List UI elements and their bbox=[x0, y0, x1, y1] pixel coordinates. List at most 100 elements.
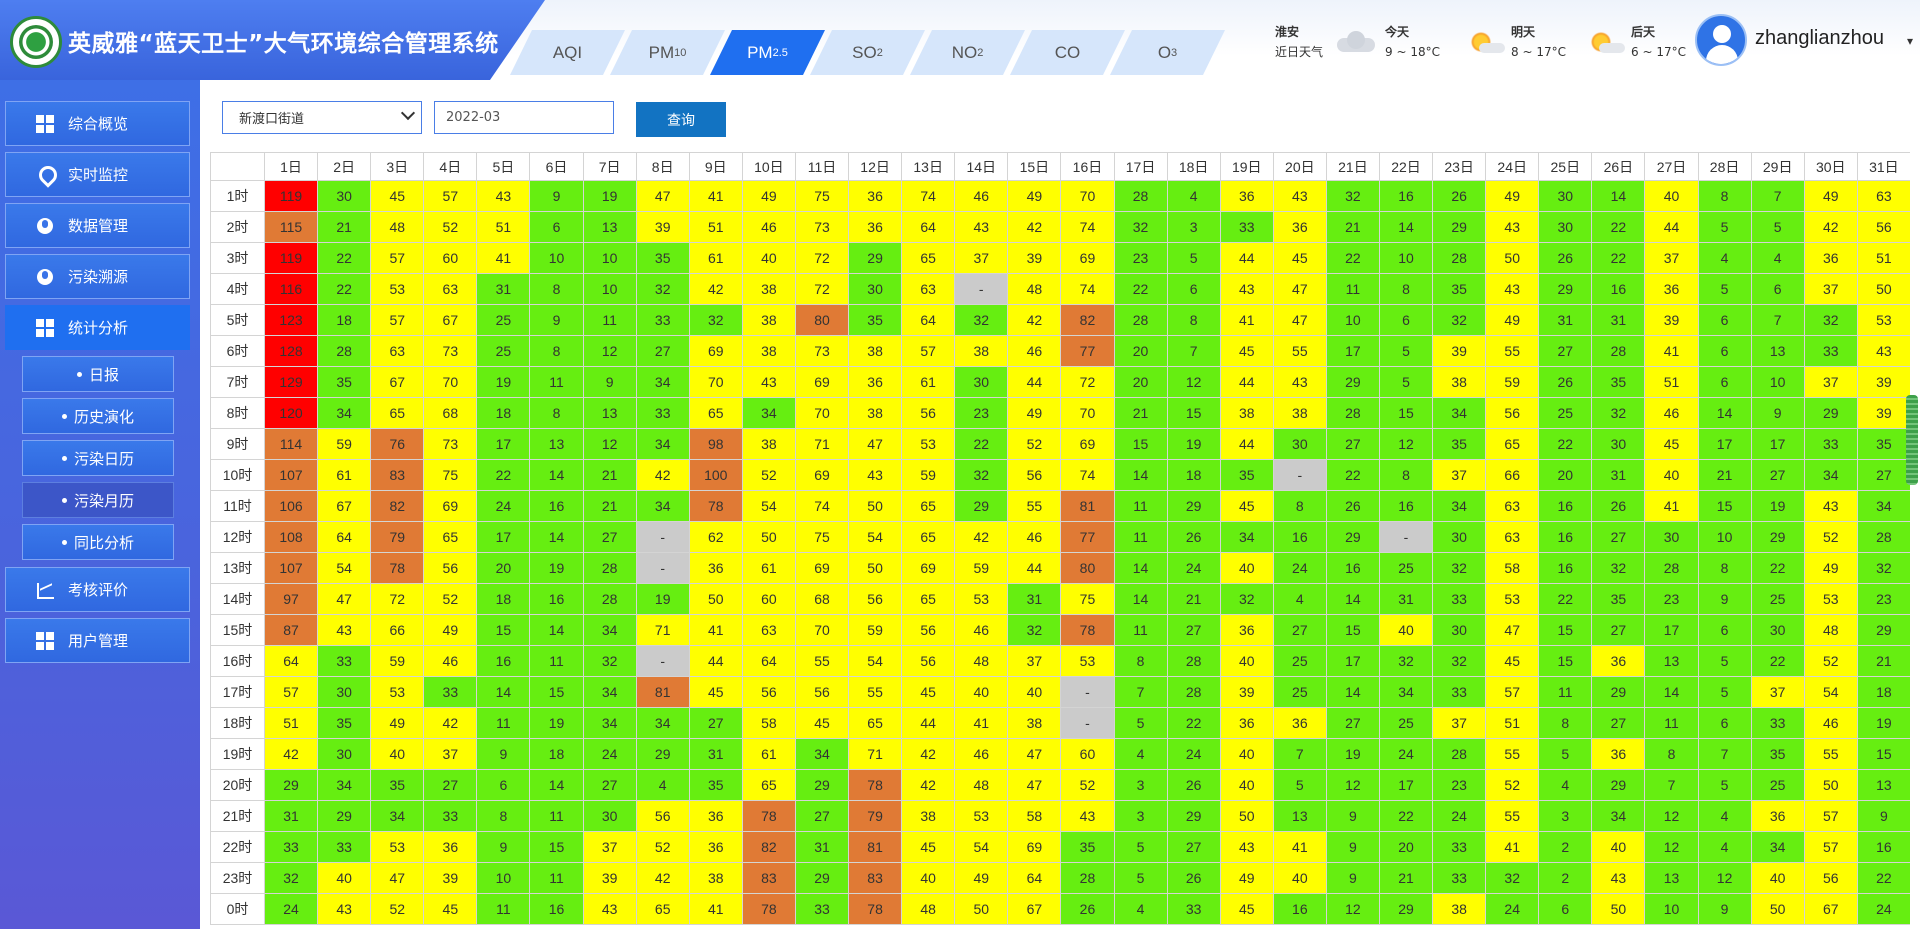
pm25-cell: 55 bbox=[1485, 738, 1540, 770]
pm25-cell: 5 bbox=[1166, 242, 1221, 274]
tab-label: SO bbox=[852, 42, 877, 62]
pm25-cell: 14 bbox=[1644, 676, 1699, 708]
pm25-cell: 18 bbox=[1856, 676, 1910, 708]
station-select[interactable]: 新渡口街道 bbox=[222, 101, 422, 134]
username[interactable]: zhanglianzhou bbox=[1755, 27, 1884, 49]
pm25-cell: 59 bbox=[848, 614, 903, 646]
pm25-cell: 20 bbox=[1538, 459, 1593, 491]
pm25-cell: 32 bbox=[1325, 180, 1380, 212]
subnav-daily-report[interactable]: 日报 bbox=[22, 356, 174, 392]
pm25-cell: 28 bbox=[1113, 180, 1168, 212]
pm25-cell: 14 bbox=[529, 521, 584, 553]
pm25-cell: 43 bbox=[1272, 366, 1327, 398]
pm25-cell: 70 bbox=[1060, 180, 1115, 212]
pm25-cell: 29 bbox=[1166, 800, 1221, 832]
weather-day-range: 8 ~ 17°C bbox=[1511, 45, 1566, 59]
pm25-cell: 42 bbox=[954, 521, 1009, 553]
pm25-cell: 21 bbox=[1166, 583, 1221, 615]
pm25-cell: 28 bbox=[1113, 304, 1168, 336]
tab-pollutant[interactable]: SO 2 bbox=[810, 30, 925, 75]
pm25-cell: 33 bbox=[1432, 831, 1487, 863]
pm25-cell: 25 bbox=[1378, 552, 1434, 584]
pm25-cell: 6 bbox=[1697, 335, 1752, 367]
pm25-cell: 65 bbox=[741, 769, 796, 801]
pm25-cell: 13 bbox=[1644, 862, 1699, 894]
row-header-hour: 14时 bbox=[210, 583, 265, 615]
pm25-cell: 65 bbox=[1485, 428, 1540, 460]
row-header-hour: 10时 bbox=[210, 459, 265, 491]
pm25-cell: 69 bbox=[1007, 831, 1062, 863]
row-header-hour: 17时 bbox=[210, 676, 265, 708]
pm25-cell: 24 bbox=[1485, 893, 1540, 925]
tab-pollutant[interactable]: PM 2.5 bbox=[710, 30, 825, 75]
sidebar-item-overview[interactable]: 综合概览 bbox=[5, 101, 190, 146]
chevron-down-icon[interactable]: ▾ bbox=[1907, 34, 1914, 48]
pm25-cell: 5 bbox=[1538, 738, 1593, 770]
pm25-cell: 15 bbox=[1856, 738, 1910, 770]
pm25-cell: 73 bbox=[794, 335, 850, 367]
pm25-cell: 26 bbox=[1591, 490, 1646, 522]
sidebar-item-data[interactable]: 数据管理 bbox=[5, 203, 190, 248]
pm25-cell: 59 bbox=[317, 428, 372, 460]
pm25-cell: 34 bbox=[582, 614, 637, 646]
pm25-cell: 24 bbox=[582, 738, 637, 770]
pm25-cell: 36 bbox=[1272, 707, 1327, 739]
sidebar-item-statistics[interactable]: 统计分析 bbox=[5, 305, 190, 350]
pm25-cell: 119 bbox=[263, 242, 319, 274]
pm25-cell: 33 bbox=[1803, 428, 1858, 460]
pm25-cell: 3 bbox=[1113, 769, 1168, 801]
pm25-cell: 43 bbox=[317, 893, 372, 925]
subnav-pollution-calendar[interactable]: 污染日历 bbox=[22, 440, 174, 476]
avatar[interactable] bbox=[1695, 14, 1747, 66]
sidebar-item-assessment[interactable]: 考核评价 bbox=[5, 567, 190, 612]
sidebar-item-label: 数据管理 bbox=[68, 217, 129, 235]
pm25-cell: 51 bbox=[688, 211, 743, 243]
pm25-cell: 108 bbox=[263, 521, 319, 553]
sidebar-item-tracing[interactable]: 污染溯源 bbox=[5, 254, 190, 299]
pm25-cell: 31 bbox=[263, 800, 319, 832]
sidebar-item-label: 综合概览 bbox=[68, 115, 129, 133]
pm25-cell: 43 bbox=[582, 893, 637, 925]
query-button[interactable]: 查询 bbox=[636, 102, 726, 137]
subnav-yoy-analysis[interactable]: 同比分析 bbox=[22, 524, 174, 560]
pm25-cell: 58 bbox=[1007, 800, 1062, 832]
pm25-cell: 18 bbox=[1166, 459, 1221, 491]
table-row: 23时 32 40 47 39 10 11 39 42 38 83 29 83 40 49 64 28 5 26 49… bbox=[210, 862, 1910, 894]
pm25-cell: 29 bbox=[1591, 676, 1646, 708]
sidebar-item-realtime[interactable]: 实时监控 bbox=[5, 152, 190, 197]
pm25-cell: 78 bbox=[741, 800, 796, 832]
sidebar-item-users[interactable]: 用户管理 bbox=[5, 618, 190, 663]
pm25-cell: 27 bbox=[1325, 428, 1380, 460]
pm25-cell: 82 bbox=[741, 831, 796, 863]
pm25-cell: 24 bbox=[1272, 552, 1327, 584]
tab-pollutant[interactable]: AQI bbox=[510, 30, 625, 75]
pm25-cell: 11 bbox=[1538, 676, 1593, 708]
pm25-cell: 52 bbox=[1060, 769, 1115, 801]
pm25-cell: 9 bbox=[476, 831, 531, 863]
pm25-cell: 22 bbox=[1750, 552, 1805, 584]
pm25-cell: 50 bbox=[954, 893, 1009, 925]
pm25-cell: 58 bbox=[1485, 552, 1540, 584]
pm25-cell: 27 bbox=[1750, 459, 1805, 491]
weather-day-range: 9 ~ 18°C bbox=[1385, 45, 1440, 59]
column-header-day: 26日 bbox=[1591, 152, 1646, 181]
tab-pollutant[interactable]: NO 2 bbox=[910, 30, 1025, 75]
pm25-cell: 43 bbox=[1219, 273, 1274, 305]
pm25-cell: 11 bbox=[1113, 490, 1168, 522]
tab-pollutant[interactable]: PM 10 bbox=[610, 30, 725, 75]
pm25-cell: 15 bbox=[529, 676, 584, 708]
pm25-cell: 19 bbox=[476, 366, 531, 398]
subnav-monthly-calendar[interactable]: 污染月历 bbox=[22, 482, 174, 518]
pm25-cell: 73 bbox=[423, 335, 478, 367]
subnav-history[interactable]: 历史演化 bbox=[22, 398, 174, 434]
pm25-cell: 32 bbox=[688, 304, 743, 336]
pm25-cell: 8 bbox=[1166, 304, 1221, 336]
scrollbar-track[interactable] bbox=[1910, 80, 1920, 929]
scrollbar-thumb[interactable] bbox=[1906, 395, 1918, 485]
tab-pollutant[interactable]: CO bbox=[1010, 30, 1125, 75]
pm25-cell: 35 bbox=[1432, 273, 1487, 305]
pm25-cell: 45 bbox=[688, 676, 743, 708]
month-input[interactable] bbox=[434, 101, 614, 134]
pm25-cell: 16 bbox=[1591, 273, 1646, 305]
